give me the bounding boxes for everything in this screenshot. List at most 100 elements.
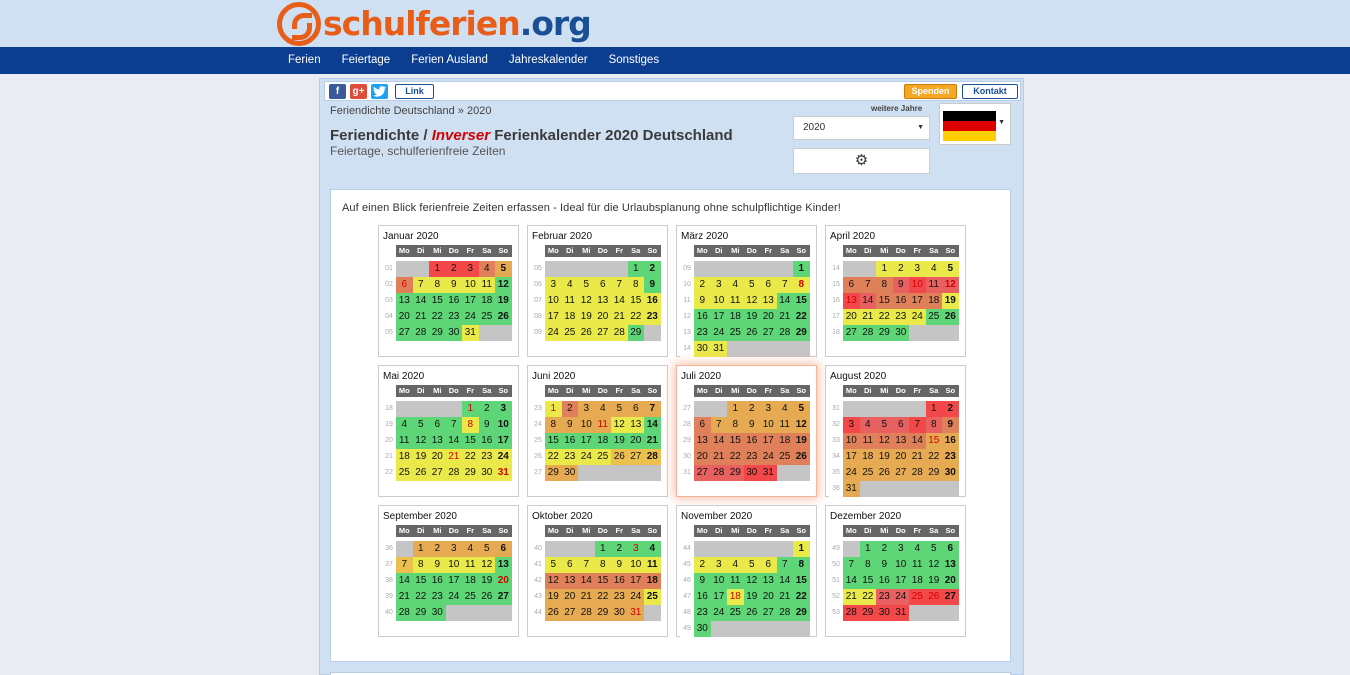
day-cell[interactable]: 8 — [594, 557, 611, 573]
day-cell[interactable]: 4 — [396, 417, 413, 433]
day-cell[interactable]: 21 — [611, 309, 628, 325]
day-cell[interactable]: 4 — [594, 401, 611, 417]
day-cell[interactable]: 2 — [445, 261, 462, 277]
day-cell[interactable]: 24 — [892, 589, 909, 605]
day-cell[interactable]: 22 — [793, 309, 810, 325]
spenden-button[interactable]: Spenden — [904, 84, 957, 99]
day-cell[interactable]: 25 — [561, 325, 578, 341]
day-cell[interactable]: 30 — [892, 325, 909, 341]
day-cell[interactable]: 5 — [495, 261, 512, 277]
day-cell[interactable]: 18 — [859, 449, 876, 465]
day-cell[interactable]: 13 — [942, 557, 959, 573]
day-cell[interactable]: 23 — [942, 449, 959, 465]
day-cell[interactable]: 10 — [909, 277, 926, 293]
day-cell[interactable]: 28 — [578, 605, 595, 621]
day-cell[interactable]: 26 — [743, 605, 760, 621]
day-cell[interactable]: 17 — [760, 433, 777, 449]
day-cell[interactable]: 9 — [876, 557, 893, 573]
day-cell[interactable]: 6 — [892, 417, 909, 433]
day-cell[interactable]: 11 — [478, 277, 495, 293]
day-cell[interactable]: 28 — [909, 465, 926, 481]
day-cell[interactable]: 19 — [793, 433, 810, 449]
day-cell[interactable]: 31 — [462, 325, 479, 341]
day-cell[interactable]: 23 — [743, 449, 760, 465]
day-cell[interactable]: 9 — [429, 557, 446, 573]
day-cell[interactable]: 29 — [545, 465, 562, 481]
day-cell[interactable]: 7 — [644, 401, 661, 417]
day-cell[interactable]: 21 — [710, 449, 727, 465]
day-cell[interactable]: 23 — [429, 589, 446, 605]
day-cell[interactable]: 21 — [644, 433, 661, 449]
day-cell[interactable]: 24 — [760, 449, 777, 465]
day-cell[interactable]: 19 — [743, 309, 760, 325]
day-cell[interactable]: 31 — [627, 605, 644, 621]
day-cell[interactable]: 9 — [694, 573, 711, 589]
day-cell[interactable]: 15 — [545, 433, 562, 449]
day-cell[interactable]: 21 — [776, 309, 793, 325]
day-cell[interactable]: 16 — [644, 293, 661, 309]
day-cell[interactable]: 12 — [743, 573, 760, 589]
day-cell[interactable]: 6 — [627, 401, 644, 417]
day-cell[interactable]: 22 — [876, 309, 893, 325]
day-cell[interactable]: 23 — [876, 589, 893, 605]
day-cell[interactable]: 11 — [594, 417, 611, 433]
day-cell[interactable]: 1 — [412, 541, 429, 557]
day-cell[interactable]: 20 — [627, 433, 644, 449]
day-cell[interactable]: 14 — [909, 433, 926, 449]
day-cell[interactable]: 13 — [396, 293, 413, 309]
day-cell[interactable]: 5 — [743, 277, 760, 293]
day-cell[interactable]: 12 — [942, 277, 959, 293]
day-cell[interactable]: 7 — [578, 557, 595, 573]
day-cell[interactable]: 7 — [445, 417, 462, 433]
settings-button[interactable]: ⚙ — [793, 148, 930, 174]
day-cell[interactable]: 27 — [396, 325, 413, 341]
day-cell[interactable]: 8 — [925, 417, 942, 433]
day-cell[interactable]: 6 — [760, 557, 777, 573]
day-cell[interactable]: 16 — [892, 293, 909, 309]
day-cell[interactable]: 27 — [942, 589, 959, 605]
day-cell[interactable]: 24 — [462, 309, 479, 325]
day-cell[interactable]: 3 — [462, 261, 479, 277]
day-cell[interactable]: 5 — [578, 277, 595, 293]
day-cell[interactable]: 10 — [495, 417, 512, 433]
day-cell[interactable]: 17 — [710, 589, 727, 605]
day-cell[interactable]: 1 — [876, 261, 893, 277]
day-cell[interactable]: 28 — [776, 605, 793, 621]
day-cell[interactable]: 27 — [694, 465, 711, 481]
country-select[interactable]: ▼ — [939, 103, 1011, 145]
day-cell[interactable]: 21 — [396, 589, 413, 605]
day-cell[interactable]: 18 — [561, 309, 578, 325]
day-cell[interactable]: 10 — [545, 293, 562, 309]
day-cell[interactable]: 12 — [925, 557, 942, 573]
nav-item-feiertage[interactable]: Feiertage — [341, 54, 391, 66]
day-cell[interactable]: 17 — [445, 573, 462, 589]
day-cell[interactable]: 2 — [694, 557, 711, 573]
day-cell[interactable]: 25 — [859, 465, 876, 481]
day-cell[interactable]: 17 — [843, 449, 860, 465]
day-cell[interactable]: 4 — [561, 277, 578, 293]
day-cell[interactable]: 31 — [760, 465, 777, 481]
day-cell[interactable]: 8 — [727, 417, 744, 433]
day-cell[interactable]: 1 — [429, 261, 446, 277]
day-cell[interactable]: 4 — [478, 261, 495, 277]
day-cell[interactable]: 28 — [843, 605, 860, 621]
day-cell[interactable]: 13 — [594, 293, 611, 309]
day-cell[interactable]: 28 — [644, 449, 661, 465]
day-cell[interactable]: 12 — [578, 293, 595, 309]
day-cell[interactable]: 14 — [445, 433, 462, 449]
day-cell[interactable]: 6 — [594, 277, 611, 293]
nav-item-jahreskalender[interactable]: Jahreskalender — [508, 54, 588, 66]
day-cell[interactable]: 3 — [892, 541, 909, 557]
day-cell[interactable]: 8 — [793, 277, 810, 293]
day-cell[interactable]: 14 — [776, 573, 793, 589]
day-cell[interactable]: 4 — [462, 541, 479, 557]
day-cell[interactable]: 7 — [776, 557, 793, 573]
day-cell[interactable]: 7 — [396, 557, 413, 573]
day-cell[interactable]: 7 — [710, 417, 727, 433]
day-cell[interactable]: 17 — [892, 573, 909, 589]
day-cell[interactable]: 31 — [892, 605, 909, 621]
day-cell[interactable]: 19 — [925, 573, 942, 589]
day-cell[interactable]: 12 — [743, 293, 760, 309]
day-cell[interactable]: 2 — [942, 401, 959, 417]
day-cell[interactable]: 18 — [644, 573, 661, 589]
